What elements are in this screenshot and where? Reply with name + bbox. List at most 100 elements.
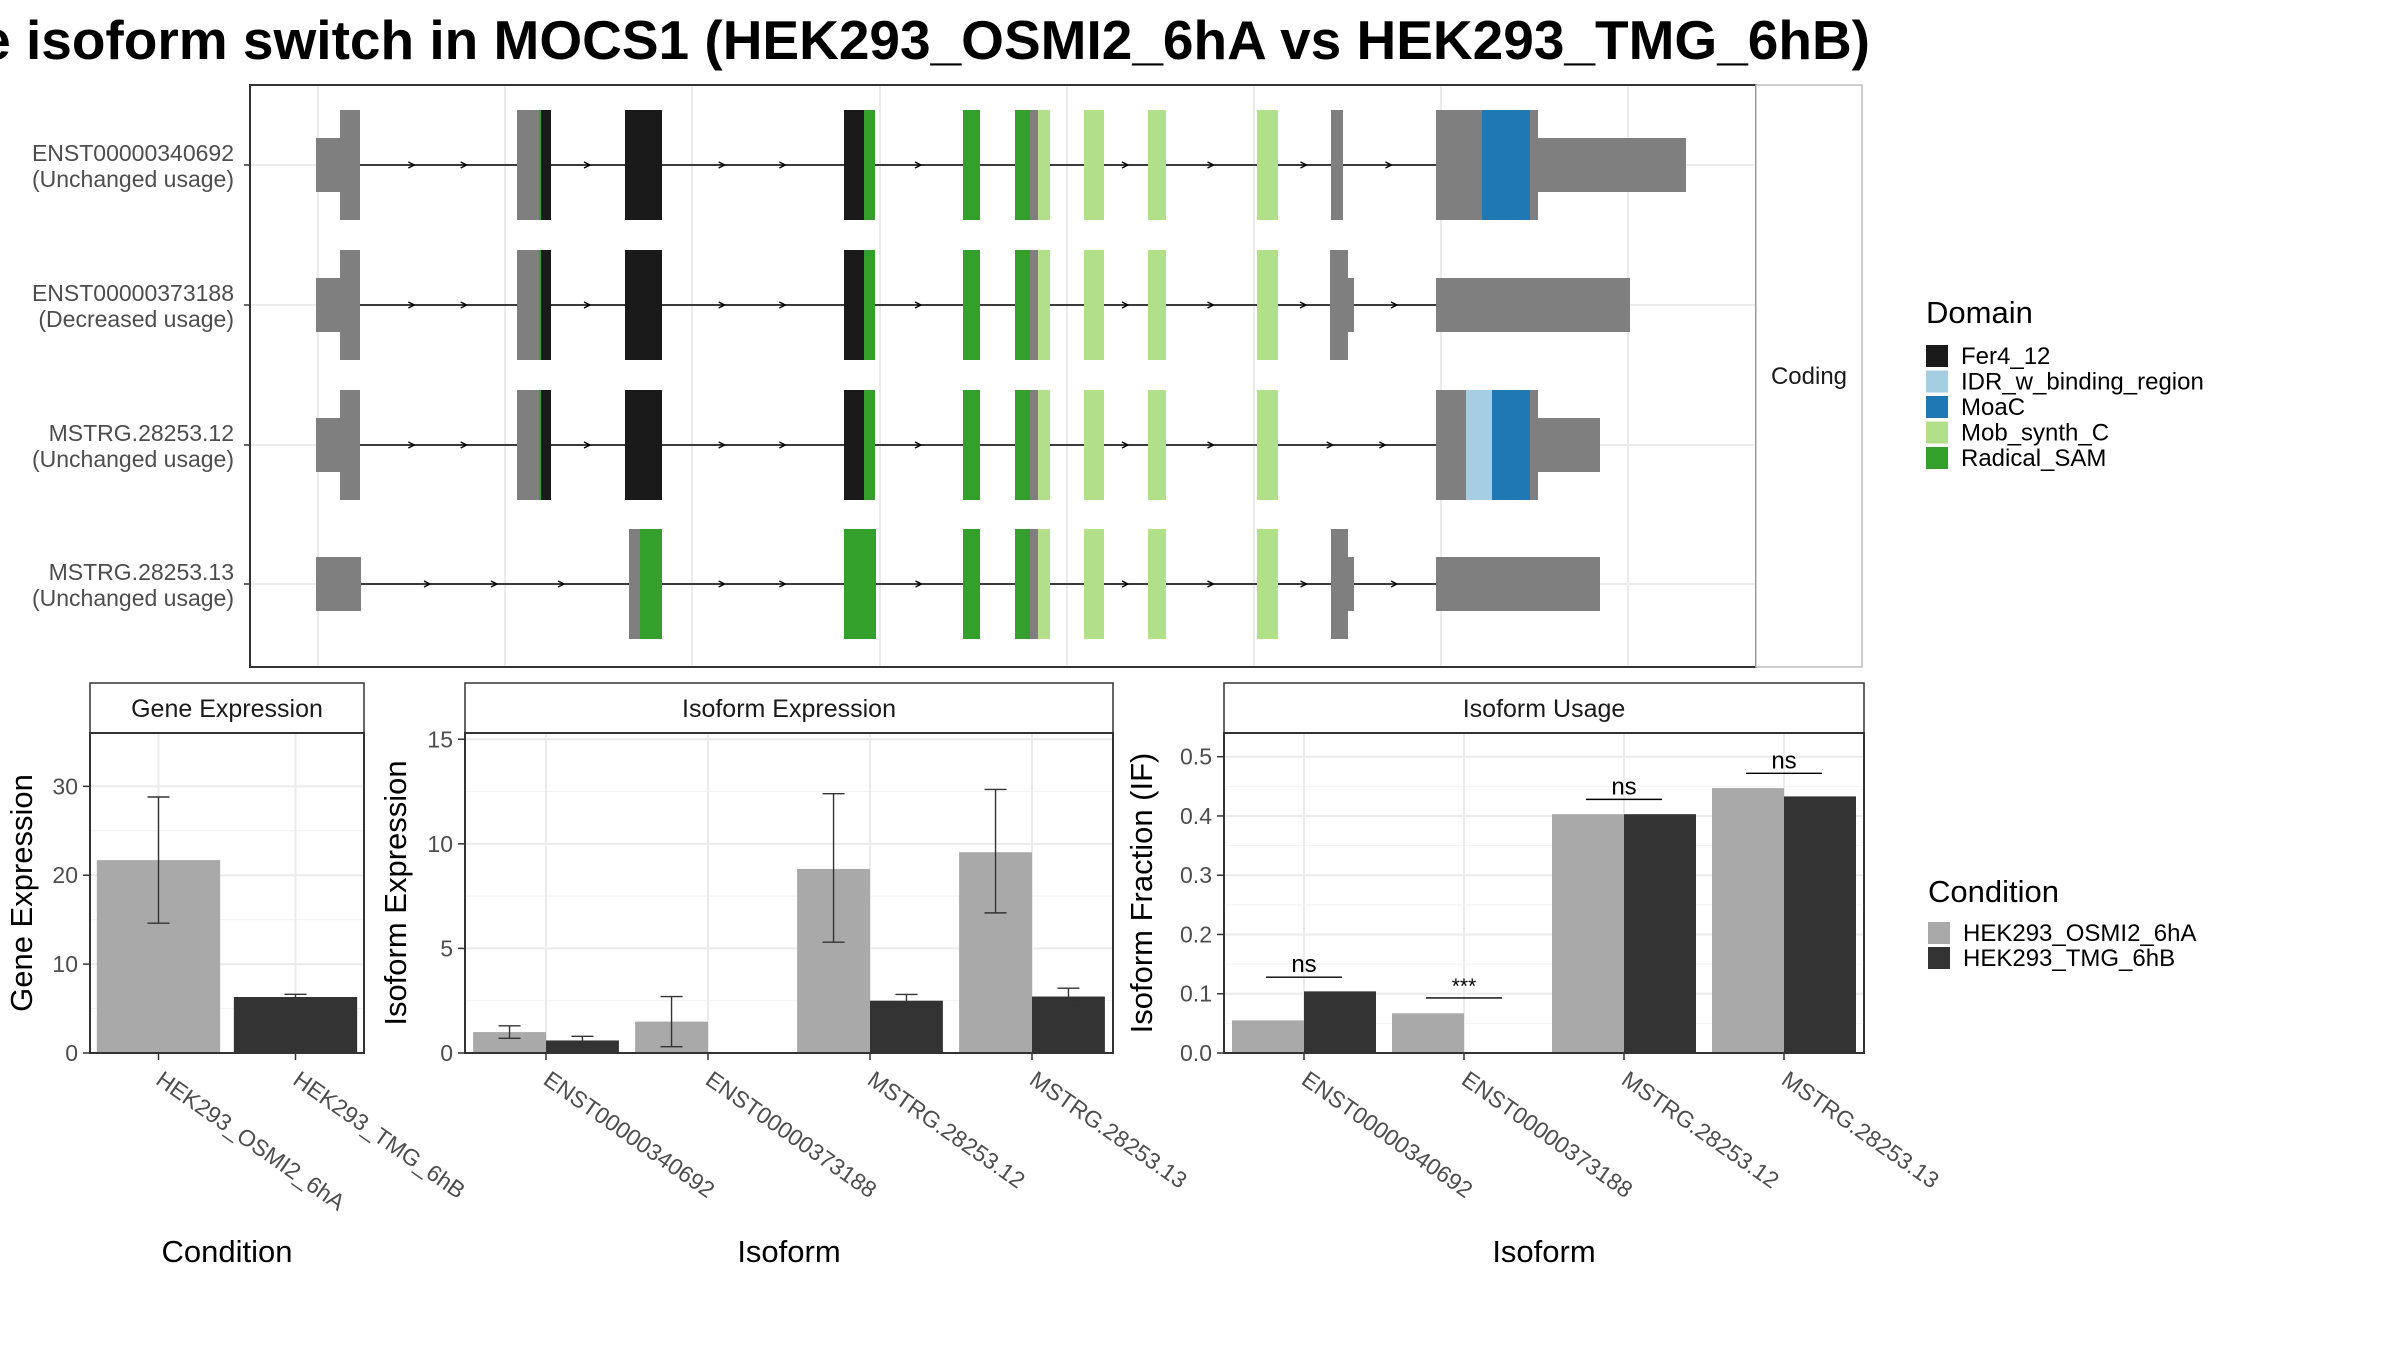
intron-arrow xyxy=(1207,301,1216,309)
panel-strip-title: Isoform Usage xyxy=(1463,695,1626,723)
intron-arrow xyxy=(914,161,923,169)
data-bar xyxy=(473,1032,546,1053)
exon-segment xyxy=(963,529,980,639)
exon-segment xyxy=(1038,110,1050,220)
x-tick-label: ENST00000340692 xyxy=(539,1066,719,1203)
exon-segment xyxy=(1148,390,1166,500)
exon-segment xyxy=(1466,390,1492,500)
exon-segment xyxy=(316,278,340,332)
intron-arrow xyxy=(914,301,923,309)
data-bar xyxy=(1232,1020,1304,1053)
x-axis-title: Isoform xyxy=(1492,1234,1595,1269)
exon-segment xyxy=(316,418,340,472)
exon-segment xyxy=(1030,529,1038,639)
y-tick-label: 0.0 xyxy=(1180,1040,1212,1066)
panel-strip xyxy=(1223,682,1865,734)
intron-arrow xyxy=(718,161,727,169)
domain-legend-title: Domain xyxy=(1926,295,2033,330)
intron-arrow xyxy=(1121,161,1130,169)
intron-arrow xyxy=(718,580,727,588)
exon-segment xyxy=(640,529,662,639)
condition-legend-key xyxy=(1928,922,1950,944)
data-bar xyxy=(1784,796,1856,1053)
intron-arrow xyxy=(1121,580,1130,588)
exon-segment xyxy=(1148,529,1166,639)
exon-segment xyxy=(1530,110,1538,220)
intron-arrow xyxy=(460,301,469,309)
domain-legend-key xyxy=(1926,345,1948,367)
exon-segment xyxy=(1015,529,1030,639)
exon-segment xyxy=(1038,390,1050,500)
panel-strip-title: Isoform Expression xyxy=(682,695,896,723)
exon-segment xyxy=(1492,390,1530,500)
x-tick-label: ENST00000373188 xyxy=(701,1066,881,1203)
intron-arrow xyxy=(583,161,592,169)
exon-segment xyxy=(1038,250,1050,360)
facet-strip-label: Coding xyxy=(1771,363,1847,390)
exon-segment xyxy=(1030,110,1038,220)
exon-segment xyxy=(1436,557,1600,611)
isoform-usage-label: (Decreased usage) xyxy=(38,306,234,332)
data-bar xyxy=(1552,814,1624,1053)
intron-arrow xyxy=(460,161,469,169)
domain-legend-key xyxy=(1926,370,1948,393)
intron-arrow xyxy=(1300,580,1309,588)
exon-segment xyxy=(541,250,551,360)
isoform-usage-label: (Unchanged usage) xyxy=(32,446,234,472)
exon-segment xyxy=(625,390,662,500)
y-tick-label: 20 xyxy=(52,862,78,888)
intron-arrow xyxy=(1207,161,1216,169)
panel-frame xyxy=(464,732,1114,1054)
panel-frame xyxy=(1223,732,1865,1054)
exon-segment xyxy=(1257,110,1278,220)
exon-segment xyxy=(1257,250,1278,360)
significance-label: ns xyxy=(1291,951,1316,978)
exon-segment xyxy=(316,557,361,611)
y-tick-label: 0 xyxy=(65,1040,78,1066)
y-tick-label: 0.2 xyxy=(1180,921,1212,947)
exon-segment xyxy=(844,110,864,220)
intron-arrow xyxy=(718,441,727,449)
x-tick-label: MSTRG.28253.13 xyxy=(1025,1066,1192,1194)
intron-arrow xyxy=(1121,441,1130,449)
y-tick-label: 0.1 xyxy=(1180,981,1212,1007)
exon-segment xyxy=(1148,250,1166,360)
exon-segment xyxy=(1436,278,1630,332)
domain-legend-key xyxy=(1926,421,1948,444)
exon-segment xyxy=(1482,110,1530,220)
y-tick-label: 10 xyxy=(52,951,78,977)
isoform-structure-panel: ENST00000340692(Unchanged usage)ENST0000… xyxy=(32,84,1863,668)
exon-segment xyxy=(1330,250,1348,360)
y-tick-label: 10 xyxy=(427,831,453,857)
domain-legend-label: MoaC xyxy=(1961,394,2025,421)
condition-legend-label: HEK293_OSMI2_6hA xyxy=(1963,920,2196,947)
exon-segment xyxy=(844,529,876,639)
panel-strip xyxy=(89,682,365,734)
y-tick-label: 15 xyxy=(427,726,453,752)
x-axis-title: Isoform xyxy=(737,1234,840,1269)
intron-arrow xyxy=(1207,580,1216,588)
y-tick-label: 0.3 xyxy=(1180,862,1212,888)
panel-frame xyxy=(89,732,365,1054)
exon-segment xyxy=(1348,557,1354,611)
isoform-name-label: MSTRG.28253.13 xyxy=(49,559,234,585)
domain-legend-key xyxy=(1926,396,1948,418)
intron-arrow xyxy=(1390,580,1399,588)
intron-arrow xyxy=(408,161,416,169)
intron-arrow xyxy=(914,441,923,449)
y-tick-label: 0 xyxy=(440,1040,453,1066)
exon-segment xyxy=(844,390,864,500)
exon-segment xyxy=(1084,250,1104,360)
domain-legend-label: Radical_SAM xyxy=(1961,445,2106,472)
exon-segment xyxy=(963,250,980,360)
y-tick-label: 0.5 xyxy=(1180,744,1212,770)
exon-segment xyxy=(1436,110,1482,220)
exon-segment xyxy=(541,390,551,500)
significance-label: ns xyxy=(1771,747,1796,774)
intron-arrow xyxy=(915,580,924,588)
intron-arrow xyxy=(1299,301,1308,309)
exon-segment xyxy=(1538,418,1600,472)
intron-arrow xyxy=(1121,301,1130,309)
